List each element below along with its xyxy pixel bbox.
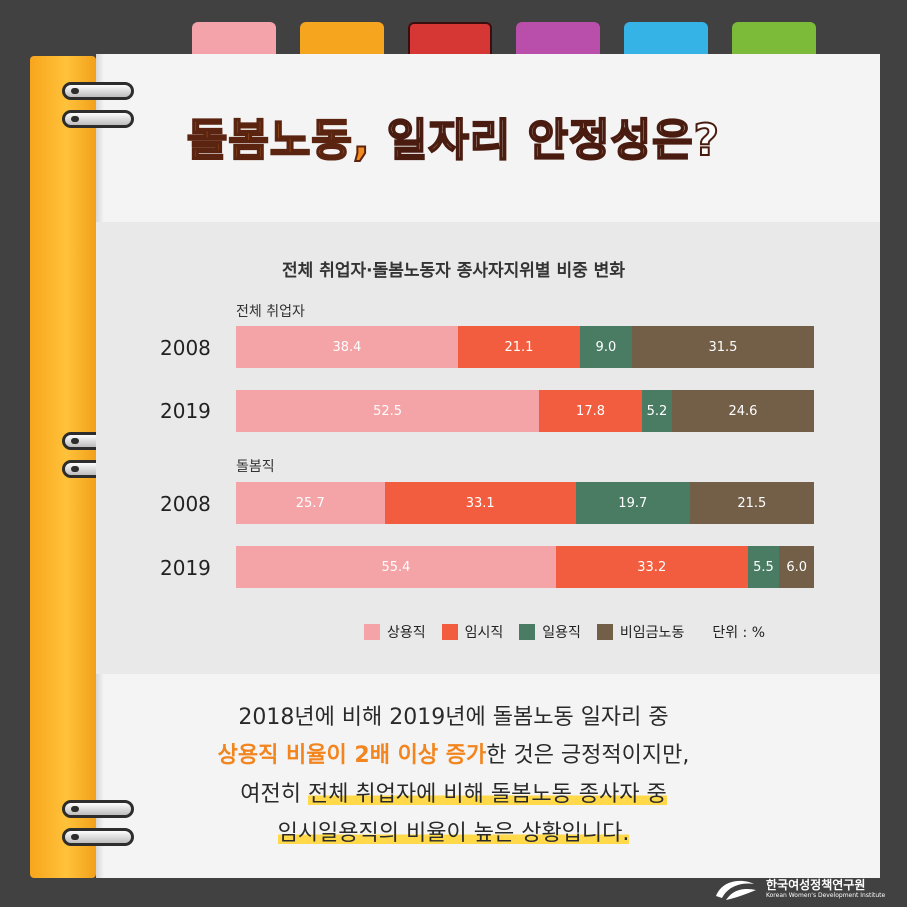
group-label-all-workers: 전체 취업자 xyxy=(236,304,305,320)
highlight-comparison: 전체 취업자에 비해 돌봄노동 종사자 중 xyxy=(307,782,667,807)
data-label: 9.0 xyxy=(595,339,617,355)
data-label: 21.5 xyxy=(737,495,767,511)
year-label: 2008 xyxy=(160,492,211,516)
body-line-3: 여전히 전체 취업자에 비해 돌봄노동 종사자 중 xyxy=(240,782,667,807)
stacked-bar-care-2008: 25.7 33.1 19.7 21.5 xyxy=(236,482,814,524)
legend-swatch xyxy=(364,624,380,640)
bar-segment-regular: 25.7 xyxy=(236,482,385,524)
bar-segment-regular: 52.5 xyxy=(236,390,540,432)
page-title-part1: 돌봄노동, xyxy=(186,114,371,167)
data-label: 5.2 xyxy=(646,403,668,419)
year-label: 2019 xyxy=(160,556,211,580)
data-label: 25.7 xyxy=(295,495,325,511)
bar-segment-non-wage: 21.5 xyxy=(689,482,814,524)
legend-swatch xyxy=(596,624,613,640)
org-name-kr: 한국여성정책연구원 xyxy=(766,878,866,892)
chart-title: 전체 취업자·돌봄노동자 종사자지위별 비중 변화 xyxy=(282,261,625,281)
kwdi-logo-icon xyxy=(716,880,756,900)
data-label: 52.5 xyxy=(373,403,403,419)
body-line-4: 임시일용직의 비율이 높은 상황입니다. xyxy=(0,815,907,853)
data-label: 21.1 xyxy=(504,339,534,355)
bar-segment-temporary: 21.1 xyxy=(457,326,580,368)
legend-item: 일용직 xyxy=(519,622,581,642)
legend-swatch xyxy=(519,624,536,640)
stacked-bar-care-2019: 55.4 33.2 5.5 6.0 xyxy=(236,546,814,588)
data-label: 38.4 xyxy=(332,339,362,355)
data-label: 24.6 xyxy=(728,403,758,419)
body-line-2: 상용직 비율이 2배 이상 증가한 것은 긍정적이지만, xyxy=(217,743,690,768)
org-name-en: Korean Women's Development Institute xyxy=(766,892,886,899)
chart-legend: 상용직 임시직 일용직 비임금노동 단위 : % xyxy=(364,622,765,642)
data-label: 33.1 xyxy=(465,495,495,511)
bar-segment-non-wage: 6.0 xyxy=(779,546,814,588)
highlight-temporary-ratio: 임시일용직의 비율이 높은 상황입니다. xyxy=(277,821,630,846)
stacked-bar-all-2008: 38.4 21.1 9.0 31.5 xyxy=(236,326,814,368)
unit-label: 단위 : % xyxy=(712,625,766,641)
data-label: 19.7 xyxy=(618,495,648,511)
highlight-regular-increase: 상용직 비율이 2배 이상 증가 xyxy=(217,743,487,768)
legend-item: 상용직 xyxy=(364,622,426,642)
bar-segment-daily: 5.2 xyxy=(641,390,672,432)
bar-segment-non-wage: 31.5 xyxy=(631,326,814,368)
chart-panel xyxy=(96,222,880,674)
binder-ring xyxy=(62,828,134,846)
org-logo: 한국여성정책연구원 Korean Women's Development Ins… xyxy=(712,876,885,902)
data-label: 6.0 xyxy=(786,559,807,575)
binder-ring xyxy=(62,800,134,818)
year-label: 2019 xyxy=(160,399,211,423)
binder-ring xyxy=(62,82,134,100)
data-label: 5.5 xyxy=(753,559,774,575)
bar-segment-temporary: 17.8 xyxy=(539,390,642,432)
bar-segment-regular: 38.4 xyxy=(236,326,458,368)
bar-segment-regular: 55.4 xyxy=(236,546,556,588)
year-label: 2008 xyxy=(160,336,211,360)
bar-segment-temporary: 33.1 xyxy=(384,482,576,524)
group-label-care-workers: 돌봄직 xyxy=(236,459,275,475)
data-label: 55.4 xyxy=(381,559,411,575)
legend-item: 임시직 xyxy=(441,622,503,642)
bar-segment-non-wage: 24.6 xyxy=(671,390,814,432)
stacked-bar-all-2019: 52.5 17.8 5.2 24.6 xyxy=(236,390,814,432)
binder-ring xyxy=(62,110,134,128)
data-label: 31.5 xyxy=(708,339,738,355)
bar-segment-daily: 9.0 xyxy=(579,326,632,368)
page-title-part2: 일자리 안정성은? xyxy=(386,114,721,167)
data-label: 33.2 xyxy=(637,559,667,575)
page-title: 돌봄노동, 일자리 안정성은? xyxy=(0,104,907,168)
body-line-1: 2018년에 비해 2019년에 돌봄노동 일자리 중 xyxy=(238,705,669,730)
legend-swatch xyxy=(441,624,458,640)
legend-item: 비임금노동 xyxy=(596,622,684,642)
bar-segment-daily: 5.5 xyxy=(747,546,780,588)
bar-segment-temporary: 33.2 xyxy=(555,546,748,588)
data-label: 17.8 xyxy=(576,403,605,419)
bar-segment-daily: 19.7 xyxy=(575,482,690,524)
